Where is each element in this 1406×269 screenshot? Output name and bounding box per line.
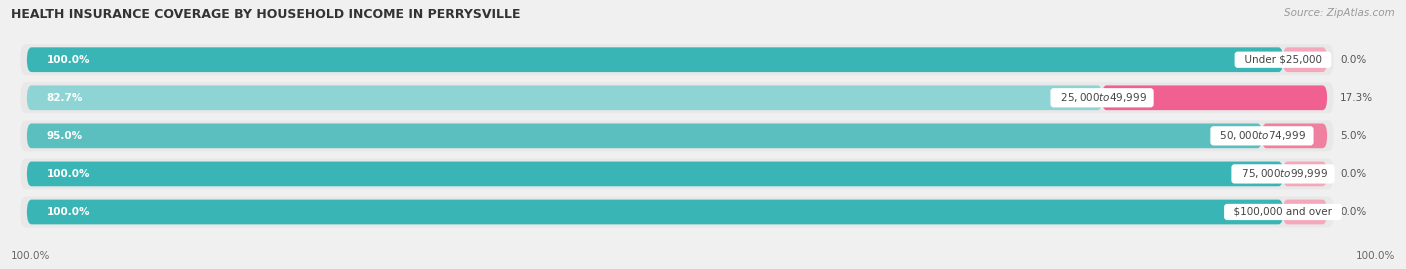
FancyBboxPatch shape: [27, 86, 1102, 110]
FancyBboxPatch shape: [1261, 123, 1327, 148]
Text: 100.0%: 100.0%: [46, 207, 90, 217]
FancyBboxPatch shape: [1282, 162, 1327, 186]
Text: Under $25,000: Under $25,000: [1237, 55, 1329, 65]
Text: 95.0%: 95.0%: [46, 131, 83, 141]
FancyBboxPatch shape: [20, 197, 1334, 227]
Text: 100.0%: 100.0%: [1355, 251, 1395, 261]
Text: 5.0%: 5.0%: [1340, 131, 1367, 141]
FancyBboxPatch shape: [1282, 200, 1327, 224]
Text: 0.0%: 0.0%: [1340, 169, 1367, 179]
FancyBboxPatch shape: [27, 200, 1284, 224]
FancyBboxPatch shape: [20, 121, 1334, 151]
Text: 0.0%: 0.0%: [1340, 207, 1367, 217]
Text: HEALTH INSURANCE COVERAGE BY HOUSEHOLD INCOME IN PERRYSVILLE: HEALTH INSURANCE COVERAGE BY HOUSEHOLD I…: [11, 8, 520, 21]
Text: 100.0%: 100.0%: [11, 251, 51, 261]
FancyBboxPatch shape: [20, 82, 1334, 113]
FancyBboxPatch shape: [20, 44, 1334, 75]
FancyBboxPatch shape: [27, 162, 1284, 186]
Text: $100,000 and over: $100,000 and over: [1227, 207, 1339, 217]
Text: 100.0%: 100.0%: [46, 169, 90, 179]
Text: 0.0%: 0.0%: [1340, 55, 1367, 65]
FancyBboxPatch shape: [1102, 86, 1327, 110]
FancyBboxPatch shape: [1282, 47, 1327, 72]
FancyBboxPatch shape: [27, 123, 1263, 148]
Text: $50,000 to $74,999: $50,000 to $74,999: [1213, 129, 1310, 142]
Text: $75,000 to $99,999: $75,000 to $99,999: [1234, 167, 1331, 180]
Text: 100.0%: 100.0%: [46, 55, 90, 65]
Text: $25,000 to $49,999: $25,000 to $49,999: [1053, 91, 1150, 104]
FancyBboxPatch shape: [20, 158, 1334, 189]
Text: Source: ZipAtlas.com: Source: ZipAtlas.com: [1284, 8, 1395, 18]
FancyBboxPatch shape: [27, 47, 1284, 72]
Text: 17.3%: 17.3%: [1340, 93, 1374, 103]
Text: 82.7%: 82.7%: [46, 93, 83, 103]
